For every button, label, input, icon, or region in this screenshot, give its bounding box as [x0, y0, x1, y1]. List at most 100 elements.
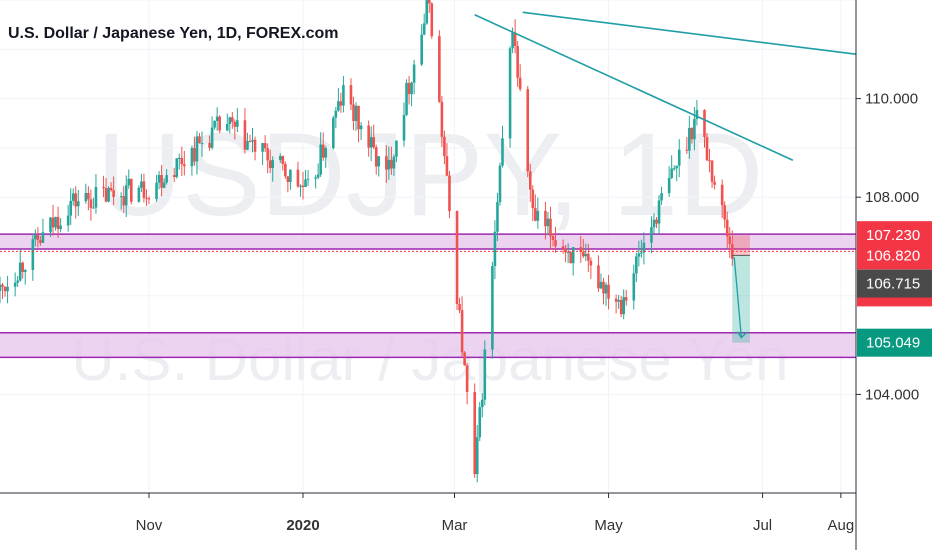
candle-body — [531, 189, 535, 209]
candle-body — [478, 407, 482, 438]
candle-body — [76, 201, 80, 207]
candle-body — [162, 182, 166, 188]
candle-body — [655, 219, 658, 224]
x-tick-label: Nov — [136, 517, 163, 534]
candle-body — [670, 168, 673, 178]
candle-body — [334, 110, 338, 118]
candle-body — [0, 284, 2, 291]
candle-body — [367, 125, 370, 148]
candle-body — [102, 187, 105, 189]
candle-body — [354, 105, 358, 121]
candle-body — [304, 179, 307, 188]
candle-body — [142, 181, 146, 198]
candle-body — [3, 286, 7, 292]
candle-body — [710, 160, 714, 182]
candle-body — [536, 210, 540, 221]
candle-body — [271, 159, 275, 169]
candle-body — [675, 165, 679, 169]
candle-body — [554, 240, 557, 247]
candle-body — [516, 45, 519, 78]
candle-body — [147, 198, 151, 200]
candle-body — [387, 159, 391, 170]
candle-body — [455, 211, 459, 305]
candle-body — [392, 156, 396, 169]
candle-body — [233, 122, 237, 127]
candle-body — [160, 175, 163, 188]
candle-body — [650, 227, 653, 243]
candle-body — [410, 82, 413, 95]
candle-body — [369, 137, 373, 148]
candle-body — [652, 219, 656, 228]
candle-body — [193, 148, 196, 162]
candle-body — [180, 157, 184, 165]
candle-body — [526, 89, 530, 172]
candle-body — [236, 120, 239, 127]
candle-body — [614, 298, 618, 302]
candle-body — [607, 284, 610, 299]
candle-body — [248, 141, 252, 143]
candle-body — [708, 160, 711, 162]
candle-body — [642, 242, 646, 253]
candle-body — [268, 160, 272, 169]
candle-body — [165, 175, 168, 183]
candle-body — [263, 143, 267, 149]
candle-body — [657, 200, 661, 224]
candle-body — [127, 178, 131, 186]
candle-body — [723, 205, 726, 220]
candle-body — [624, 297, 628, 301]
candle-body — [458, 304, 461, 311]
price-tag-bg — [857, 328, 932, 357]
price-tag-bg — [857, 241, 932, 270]
candle-body — [332, 117, 335, 149]
x-tick-label: 2020 — [286, 517, 319, 534]
candle-body — [175, 158, 179, 177]
candle-body — [632, 273, 636, 301]
candle-body — [448, 175, 451, 212]
candle-body — [463, 352, 466, 366]
candle-body — [284, 163, 287, 177]
candle-body — [157, 175, 161, 183]
candle-body — [69, 200, 73, 216]
candle-body — [321, 144, 325, 158]
candle-body — [491, 266, 494, 350]
candle-body — [599, 281, 603, 289]
candle-body — [16, 280, 19, 283]
candle-body — [640, 252, 643, 254]
candle-body — [660, 193, 663, 201]
candle-body — [261, 143, 264, 152]
candle-body — [412, 64, 416, 83]
candle-body — [23, 270, 27, 272]
candle-body — [690, 127, 694, 140]
candle-body — [713, 181, 716, 185]
candle-body — [685, 149, 689, 151]
candle-body — [445, 156, 449, 176]
trendline-2 — [522, 11, 857, 56]
candle-body — [513, 32, 517, 46]
candle-body — [18, 262, 22, 281]
position-target-zone — [732, 255, 750, 343]
candle-body — [374, 147, 378, 167]
candle-body — [569, 252, 572, 264]
candle-body — [465, 365, 469, 392]
candle-body — [475, 437, 479, 475]
chart-title: U.S. Dollar / Japanese Yen, 1D, FOREX.co… — [8, 25, 339, 42]
candle-body — [278, 156, 282, 160]
candle-body — [41, 232, 45, 243]
candle-body — [112, 190, 115, 198]
candle-body — [622, 297, 625, 315]
zones — [0, 233, 856, 359]
candle-body — [289, 169, 292, 183]
candle-body — [172, 175, 176, 177]
candle-body — [31, 239, 35, 271]
candle-body — [349, 85, 353, 105]
candle-body — [104, 188, 108, 202]
candle-body — [518, 77, 522, 90]
candle-body — [604, 284, 608, 294]
candle-body — [246, 141, 249, 150]
x-tick-label: Mar — [442, 517, 468, 534]
candle-body — [352, 104, 355, 121]
price-tag-label: 105.049 — [866, 335, 920, 352]
